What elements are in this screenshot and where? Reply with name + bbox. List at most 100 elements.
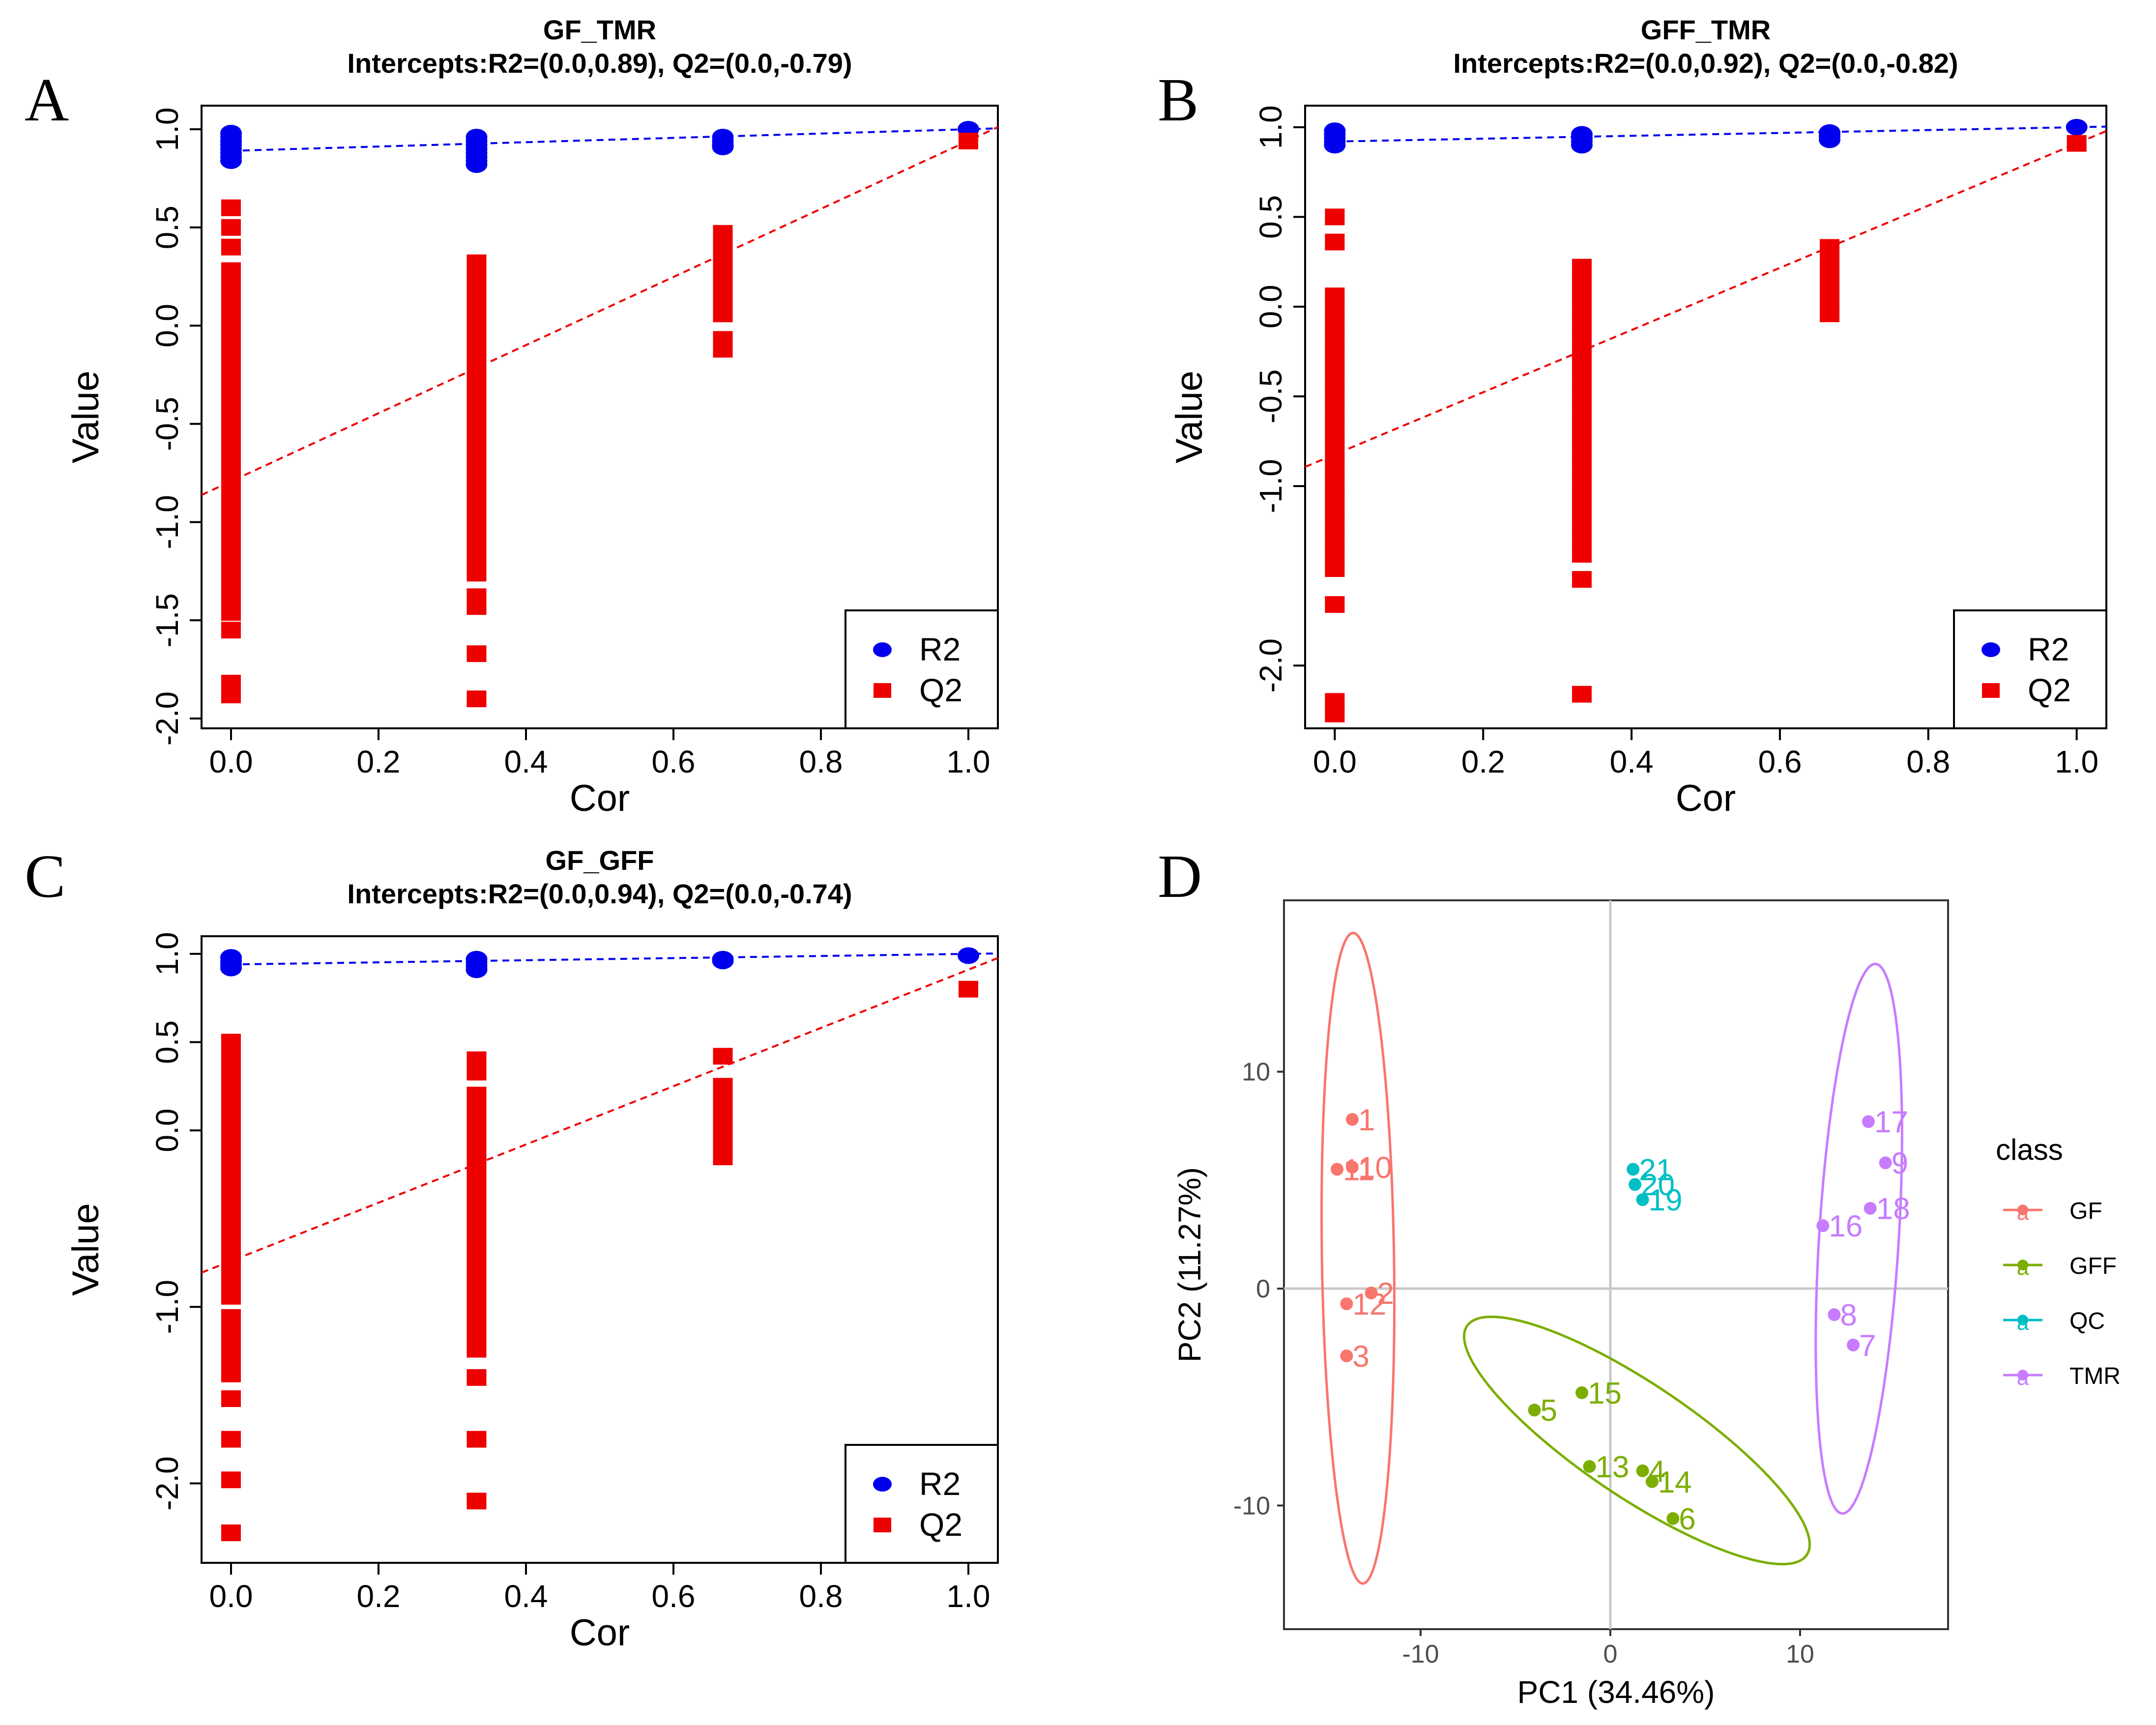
q2-point <box>221 604 241 621</box>
q2-point <box>221 687 241 704</box>
r2-point <box>466 156 488 173</box>
pca-point-gff <box>1583 1460 1596 1473</box>
legend-label: QC <box>2069 1308 2105 1334</box>
pca-point-label: 18 <box>1876 1192 1910 1226</box>
q2-point <box>466 1493 487 1510</box>
q2-point <box>221 1090 241 1107</box>
x-tick-label: 0.4 <box>504 1579 548 1614</box>
q2-point <box>466 1270 487 1287</box>
q2-point <box>466 1143 487 1160</box>
x-tick-label: 0.8 <box>1906 744 1950 779</box>
y-tick-label: -1.0 <box>1253 459 1288 513</box>
q2-point <box>466 1200 487 1217</box>
r2-point <box>712 952 734 970</box>
q2-point <box>1325 316 1345 333</box>
ellipse-gff <box>1462 1315 1811 1566</box>
regression-line <box>202 126 998 496</box>
y-tick-label: 10 <box>1242 1058 1270 1087</box>
q2-point <box>466 521 487 539</box>
pca-point-label: 13 <box>1595 1450 1629 1484</box>
q2-point <box>221 431 241 448</box>
x-tick-label: 0.4 <box>1610 744 1654 779</box>
q2-point <box>221 321 241 338</box>
q2-point <box>1325 705 1345 722</box>
pca-point-gf <box>1345 1113 1359 1126</box>
q2-point <box>466 598 487 615</box>
q2-point <box>466 427 487 444</box>
q2-point <box>466 380 487 397</box>
q2-point <box>466 1228 487 1245</box>
chart-subtitle: Intercepts:R2=(0.0,0.92), Q2=(0.0,-0.82) <box>1453 48 1958 79</box>
q2-point <box>1572 686 1592 703</box>
q2-point <box>466 1064 487 1081</box>
q2-point <box>221 1309 241 1326</box>
q2-point <box>1572 460 1592 477</box>
legend-glyph: a <box>2017 1201 2029 1225</box>
chart-title: GFF_TMR <box>1641 14 1771 45</box>
legend-label: TMR <box>2069 1363 2121 1389</box>
q2-point <box>221 1231 241 1248</box>
y-tick-label: 1.0 <box>149 107 185 151</box>
panel-letter: A <box>25 66 69 134</box>
x-axis-label: Cor <box>570 1612 630 1654</box>
pca-point-qc <box>1636 1193 1649 1207</box>
q2-point <box>1572 388 1592 405</box>
q2-point <box>1572 531 1592 548</box>
q2-point <box>466 317 487 334</box>
x-tick-label: 1.0 <box>947 1579 991 1614</box>
pca-point-gf <box>1331 1163 1344 1176</box>
pca-point-label: 15 <box>1588 1377 1622 1410</box>
panel-letter: D <box>1158 843 1202 911</box>
pca-point-label: 6 <box>1679 1502 1695 1536</box>
q2-point <box>466 411 487 429</box>
q2-point <box>221 478 241 495</box>
chart-subtitle: Intercepts:R2=(0.0,0.89), Q2=(0.0,-0.79) <box>347 48 852 79</box>
q2-point <box>466 254 487 271</box>
legend-dot <box>2017 1370 2028 1380</box>
q2-point <box>466 301 487 318</box>
q2-point <box>221 238 241 256</box>
y-tick-label: -10 <box>1233 1492 1270 1520</box>
r2-point <box>958 947 979 964</box>
r2-point <box>1819 131 1841 148</box>
pca-point-label: 21 <box>1639 1153 1673 1187</box>
legend-title: class <box>1996 1133 2063 1166</box>
q2-point <box>221 352 241 370</box>
x-tick-label: 0.0 <box>209 1579 253 1614</box>
q2-point <box>959 980 978 998</box>
y-tick-label: 1.0 <box>1253 105 1288 149</box>
q2-point <box>1325 402 1345 419</box>
q2-point <box>1325 208 1345 226</box>
q2-point <box>466 1129 487 1146</box>
pca-point-label: 11 <box>1343 1153 1374 1187</box>
pca-point-label: 1 <box>1358 1103 1375 1137</box>
q2-point <box>2067 135 2087 152</box>
q2-point <box>466 1242 487 1259</box>
q2-point <box>1572 345 1592 362</box>
pca-point-label: 2 <box>1377 1277 1394 1311</box>
pca-point-gff <box>1575 1386 1589 1399</box>
pca-point-label: 10 <box>1358 1151 1392 1185</box>
legend-box <box>845 1444 999 1564</box>
regression-line <box>231 952 998 966</box>
q2-point <box>1325 359 1345 376</box>
q2-point <box>466 1100 487 1118</box>
pca-point-gf <box>1365 1286 1378 1299</box>
q2-point <box>1820 267 1840 285</box>
q2-point <box>466 506 487 523</box>
r2-point <box>220 959 242 977</box>
q2-point <box>466 565 487 582</box>
r2-point <box>220 152 242 169</box>
q2-point <box>221 494 241 511</box>
x-tick-label: -10 <box>1402 1640 1439 1668</box>
q2-point <box>221 573 241 590</box>
q2-point <box>466 490 487 507</box>
pca-point-label: 16 <box>1829 1209 1863 1243</box>
q2-point <box>221 1203 241 1220</box>
q2-point <box>221 1161 241 1178</box>
x-tick-label: 0.0 <box>209 744 253 779</box>
q2-point <box>466 443 487 460</box>
q2-point <box>1572 302 1592 319</box>
q2-point <box>466 1326 487 1344</box>
